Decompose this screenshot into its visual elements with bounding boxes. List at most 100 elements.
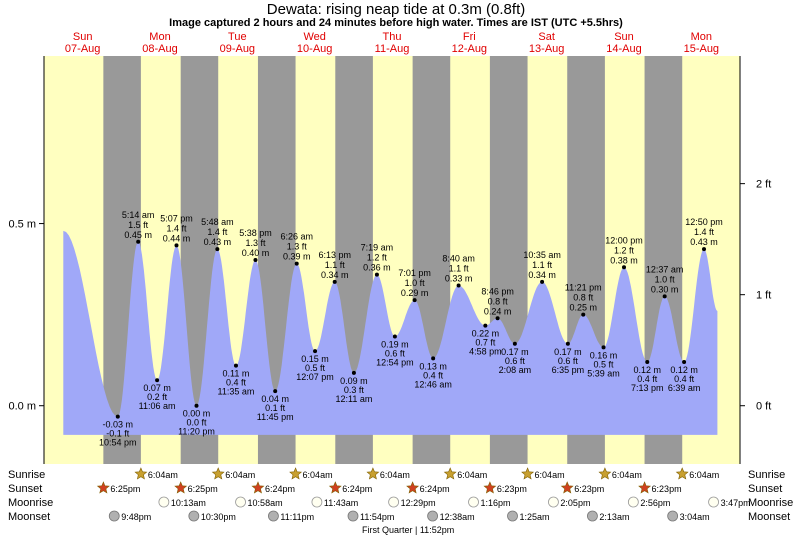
- sunrise-icon: [675, 467, 689, 480]
- tide-area: [63, 230, 718, 435]
- high-tide-meters: 0.36 m: [363, 263, 391, 273]
- high-tide-meters: 0.34 m: [321, 270, 349, 280]
- low-tide-meters: 0.17 m: [554, 347, 582, 357]
- low-tide-dot: [273, 389, 278, 394]
- sunset-icon: [251, 481, 265, 494]
- low-tide-time: 4:58 pm: [469, 347, 502, 357]
- low-tide-meters: 0.19 m: [381, 340, 409, 350]
- low-tide-feet: 0.4 ft: [637, 374, 658, 384]
- high-tide-time: 5:48 am: [201, 217, 234, 227]
- moonset-time: 11:54pm: [360, 512, 394, 522]
- moon-phase-label: First Quarter | 11:52pm: [362, 525, 454, 535]
- high-tide-meters: 0.30 m: [651, 284, 679, 294]
- low-tide-dot: [115, 414, 120, 419]
- high-tide-time: 7:01 pm: [398, 268, 431, 278]
- sunrise-icon: [443, 467, 457, 480]
- sunset-row-label-right: Sunset: [748, 483, 782, 495]
- high-tide-dot: [294, 261, 299, 266]
- day-of-week-label: Thu: [383, 31, 402, 43]
- high-tide-time: 12:50 pm: [685, 217, 723, 227]
- low-tide-feet: 0.0 ft: [186, 418, 207, 428]
- moonrise-icon: [468, 496, 479, 508]
- date-label: 08-Aug: [142, 43, 177, 55]
- right-tick-label: 0 ft: [756, 401, 771, 413]
- high-tide-meters: 0.45 m: [124, 230, 152, 240]
- sunset-icon: [174, 481, 188, 494]
- sunrise-icon: [521, 467, 535, 480]
- low-tide-meters: 0.22 m: [472, 329, 500, 339]
- low-tide-feet: 0.4 ft: [226, 378, 247, 388]
- moonset-icon: [188, 510, 200, 522]
- high-tide-dot: [374, 272, 379, 277]
- high-tide-meters: 0.25 m: [569, 303, 597, 313]
- low-tide-feet: 0.6 ft: [505, 356, 526, 366]
- moonrise-icon: [708, 496, 719, 508]
- high-tide-dot: [215, 247, 220, 252]
- low-tide-meters: 0.15 m: [301, 354, 329, 364]
- high-tide-meters: 0.34 m: [528, 270, 556, 280]
- low-tide-time: 11:20 pm: [178, 427, 215, 437]
- sun-moon-rows: 6:04am 6:04am 6:04am 6:04am 6:04am 6:04am 6:04…: [96, 467, 751, 535]
- high-tide-feet: 1.1 ft: [532, 260, 553, 270]
- moonset-icon: [347, 510, 359, 522]
- low-tide-time: 6:39 am: [668, 383, 701, 393]
- high-tide-time: 12:00 pm: [605, 235, 643, 245]
- low-tide-dot: [565, 341, 570, 346]
- sunrise-icon: [598, 467, 612, 480]
- low-tide-dot: [392, 334, 397, 339]
- high-tide-meters: 0.43 m: [690, 237, 718, 247]
- low-tide-feet: 0.2 ft: [147, 392, 168, 402]
- low-tide-feet: -0.1 ft: [106, 429, 130, 439]
- low-tide-dot: [233, 363, 238, 368]
- high-tide-meters: 0.24 m: [484, 306, 512, 316]
- sunrise-icon: [134, 467, 148, 480]
- high-tide-time: 7:19 am: [361, 243, 394, 253]
- moonrise-time: 1:16pm: [481, 498, 511, 508]
- moonset-time: 1:25am: [520, 512, 550, 522]
- high-tide-meters: 0.33 m: [445, 274, 473, 284]
- low-tide-feet: 0.1 ft: [265, 403, 286, 413]
- date-label: 13-Aug: [529, 43, 564, 55]
- sunset-time: 6:23pm: [574, 484, 604, 494]
- high-tide-meters: 0.43 m: [204, 237, 232, 247]
- moonrise-icon: [388, 496, 400, 508]
- day-of-week-label: Sun: [614, 31, 634, 43]
- low-tide-feet: 0.6 ft: [558, 356, 579, 366]
- date-label: 15-Aug: [684, 43, 719, 55]
- moonrise-time: 3:47pm: [721, 498, 751, 508]
- low-tide-meters: 0.07 m: [143, 383, 171, 393]
- axes: 0.0 m 0.5 m 0 ft 1 ft 2 ft: [8, 56, 771, 464]
- sunrise-icon: [289, 467, 303, 480]
- high-tide-feet: 1.3 ft: [245, 238, 266, 248]
- moonset-icon: [507, 510, 518, 522]
- day-of-week-label: Mon: [691, 31, 712, 43]
- day-of-week-label: Tue: [228, 31, 247, 43]
- low-tide-dot: [682, 360, 687, 364]
- low-tide-time: 11:45 pm: [257, 412, 294, 422]
- low-tide-time: 11:06 am: [139, 401, 176, 411]
- date-label: 10-Aug: [297, 43, 332, 55]
- high-tide-feet: 1.2 ft: [614, 245, 635, 255]
- day-labels: Sun07-AugMon08-AugTue09-AugWed10-AugThu1…: [65, 31, 719, 55]
- high-tide-dot: [662, 294, 667, 299]
- high-tide-feet: 1.1 ft: [449, 264, 470, 274]
- high-tide-meters: 0.29 m: [401, 288, 429, 298]
- low-tide-dot: [431, 356, 436, 361]
- tide-curve: [63, 230, 718, 435]
- moonrise-time: 10:13am: [171, 498, 206, 508]
- moonset-time: 2:13am: [599, 512, 629, 522]
- high-tide-feet: 0.8 ft: [488, 296, 509, 306]
- low-tide-dot: [194, 403, 199, 408]
- day-of-week-label: Sun: [73, 31, 93, 43]
- sunset-time: 6:24pm: [420, 484, 450, 494]
- high-tide-dot: [456, 283, 461, 288]
- sunrise-time: 6:04am: [612, 470, 642, 480]
- moonset-icon: [108, 510, 120, 522]
- day-of-week-label: Wed: [303, 31, 325, 43]
- low-tide-time: 10:54 pm: [99, 438, 137, 448]
- moonset-row-label-right: Moonset: [748, 511, 790, 523]
- high-tide-feet: 0.8 ft: [573, 293, 594, 303]
- sunset-time: 6:25pm: [188, 484, 218, 494]
- moonset-time: 11:11pm: [280, 512, 314, 522]
- sunset-icon: [560, 481, 574, 494]
